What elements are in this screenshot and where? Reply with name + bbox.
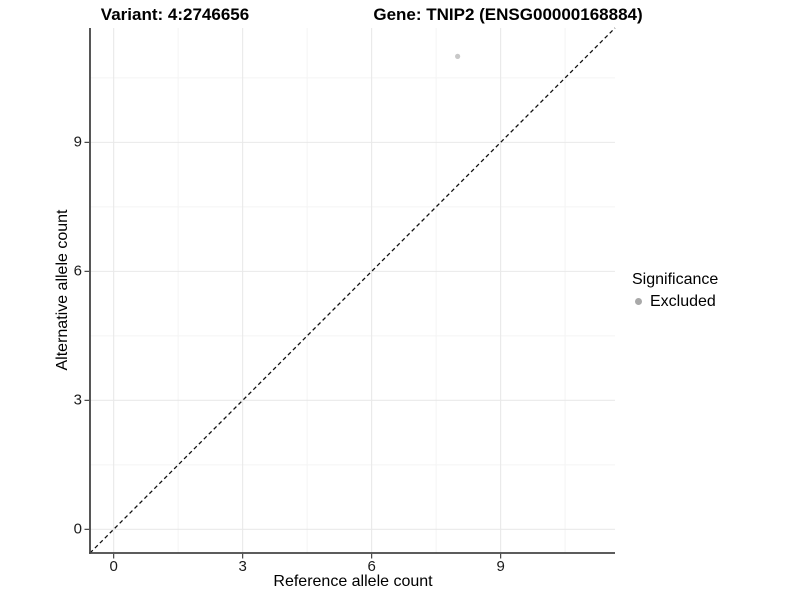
y-tick-label: 6 bbox=[73, 262, 82, 280]
legend: Significance Excluded bbox=[632, 270, 718, 311]
x-tick-label: 9 bbox=[496, 558, 505, 575]
variant-title: Variant: 4:2746656 bbox=[100, 5, 250, 24]
x-tick-label: 0 bbox=[109, 558, 118, 575]
x-axis-title: Reference allele count bbox=[273, 573, 433, 590]
y-axis-title: Alternative allele count bbox=[54, 209, 71, 371]
x-tick-label: 6 bbox=[367, 558, 376, 575]
data-point bbox=[455, 53, 461, 59]
y-tick-label: 3 bbox=[73, 391, 82, 409]
legend-title: Significance bbox=[632, 271, 719, 288]
legend-item-label: Excluded bbox=[650, 293, 716, 310]
y-tick-label: 9 bbox=[73, 133, 82, 151]
identity-line bbox=[89, 27, 616, 554]
gene-title: Gene: TNIP2 (ENSG00000168884) bbox=[373, 5, 643, 24]
y-tick-label: 0 bbox=[73, 520, 82, 538]
x-tick-label: 3 bbox=[238, 558, 247, 575]
legend-point-icon bbox=[635, 298, 642, 305]
legend-item-excluded: Excluded bbox=[635, 292, 718, 311]
